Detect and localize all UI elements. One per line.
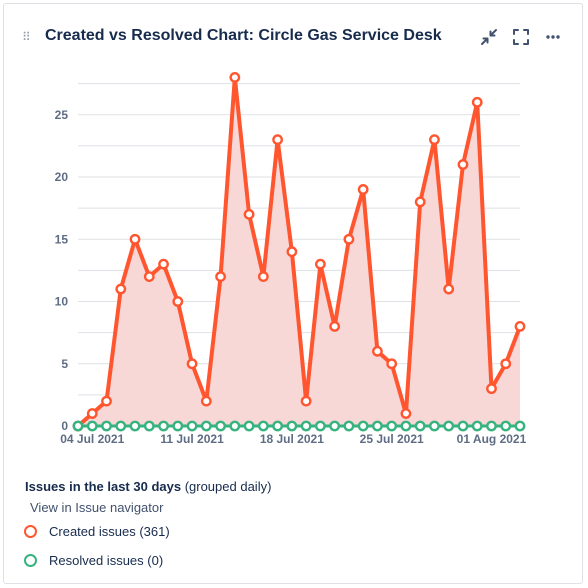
created-point: [257, 271, 269, 282]
created-point: [500, 358, 512, 370]
created-point: [400, 408, 412, 419]
resolved-point: [286, 420, 298, 432]
created-vs-resolved-chart: 0 5 10 15 20 25 04 Jul 2021 11 Jul 2021 18 Jul 2…: [55, 72, 527, 446]
created-point: [386, 358, 398, 370]
created-point: [372, 345, 383, 357]
created-point: [186, 358, 198, 370]
y-tick-label: 25: [55, 108, 69, 122]
resolved-point: [457, 420, 469, 432]
resolved-point: [300, 420, 312, 432]
resolved-legend-label: Resolved issues (0): [49, 553, 164, 568]
resolved-point: [72, 420, 84, 432]
created-point: [471, 96, 483, 108]
resolved-point: [329, 420, 341, 432]
y-tick-label: 0: [61, 419, 68, 433]
x-tick-label: 18 Jul 2021: [260, 432, 324, 446]
created-point: [215, 271, 226, 282]
created-point: [229, 72, 241, 83]
resolved-point: [229, 420, 241, 432]
resolved-point: [500, 420, 512, 432]
resolved-point: [129, 420, 141, 432]
resolved-legend-marker: [24, 554, 37, 567]
resolved-point: [172, 420, 184, 432]
created-point: [486, 383, 497, 395]
resolved-point: [314, 420, 326, 432]
resolved-point: [514, 420, 526, 432]
created-point: [457, 159, 469, 170]
created-point: [101, 395, 112, 407]
gadget-header: ⠿ Created vs Resolved Chart: Circle Gas …: [0, 0, 588, 74]
issue-navigator-link[interactable]: View in Issue navigator: [30, 500, 164, 515]
created-point: [129, 233, 141, 245]
x-tick-label: 25 Jul 2021: [360, 432, 424, 446]
y-tick-label: 10: [55, 295, 69, 309]
collapse-icon[interactable]: [478, 26, 500, 48]
x-tick-label: 04 Jul 2021: [60, 432, 124, 446]
resolved-point: [429, 420, 440, 432]
resolved-point: [86, 420, 98, 432]
x-tick-label: 01 Aug 2021: [457, 432, 527, 446]
resolved-point: [443, 420, 455, 432]
resolved-point: [243, 420, 255, 432]
drag-handle-icon[interactable]: ⠿: [22, 30, 31, 44]
resolved-point: [471, 420, 483, 432]
created-point: [200, 395, 212, 407]
resolved-point: [101, 420, 112, 432]
resolved-point: [414, 420, 426, 432]
legend-heading-grouping: (grouped daily): [181, 479, 272, 494]
y-tick-label: 5: [61, 357, 68, 371]
created-legend-label: Created issues (361): [49, 524, 170, 539]
resolved-point: [357, 420, 369, 432]
created-point: [300, 395, 312, 407]
resolved-point: [158, 420, 169, 432]
legend-resolved[interactable]: Resolved issues (0): [24, 553, 163, 568]
legend-heading-period: Issues in the last 30 days: [25, 479, 182, 494]
created-point: [329, 320, 341, 332]
y-tick-label: 20: [55, 170, 69, 184]
created-point: [314, 258, 326, 270]
resolved-point: [215, 420, 226, 432]
resolved-point: [257, 420, 269, 432]
created-point: [143, 271, 155, 282]
more-icon[interactable]: [542, 26, 564, 48]
created-legend-marker: [24, 525, 37, 538]
created-point: [429, 134, 440, 146]
created-point: [514, 320, 526, 332]
resolved-point: [486, 420, 497, 432]
x-tick-label: 11 Jul 2021: [160, 432, 224, 446]
created-point: [343, 233, 355, 245]
resolved-point: [200, 420, 212, 432]
created-point: [357, 184, 369, 195]
created-point: [443, 283, 455, 295]
created-point: [115, 283, 127, 295]
fullscreen-icon[interactable]: [510, 26, 532, 48]
resolved-point: [400, 420, 412, 432]
resolved-point: [343, 420, 355, 432]
gadget-title: Created vs Resolved Chart: Circle Gas Se…: [45, 27, 442, 44]
created-point: [86, 408, 98, 419]
resolved-point: [386, 420, 398, 432]
chart-svg: 0 5 10 15 20 25 04 Jul 2021 11 Jul 2021 18 Jul 2…: [55, 72, 527, 446]
created-point: [158, 258, 169, 270]
resolved-point: [372, 420, 383, 432]
created-point: [272, 134, 284, 146]
created-point: [243, 208, 255, 220]
resolved-point: [143, 420, 155, 432]
resolved-point: [115, 420, 127, 432]
legend-heading: Issues in the last 30 days (grouped dail…: [25, 479, 271, 494]
legend-created[interactable]: Created issues (361): [24, 524, 170, 539]
created-point: [286, 246, 298, 258]
resolved-point: [186, 420, 198, 432]
created-point: [414, 196, 426, 208]
created-point: [172, 296, 184, 307]
y-tick-label: 15: [55, 232, 69, 246]
resolved-point: [272, 420, 284, 432]
